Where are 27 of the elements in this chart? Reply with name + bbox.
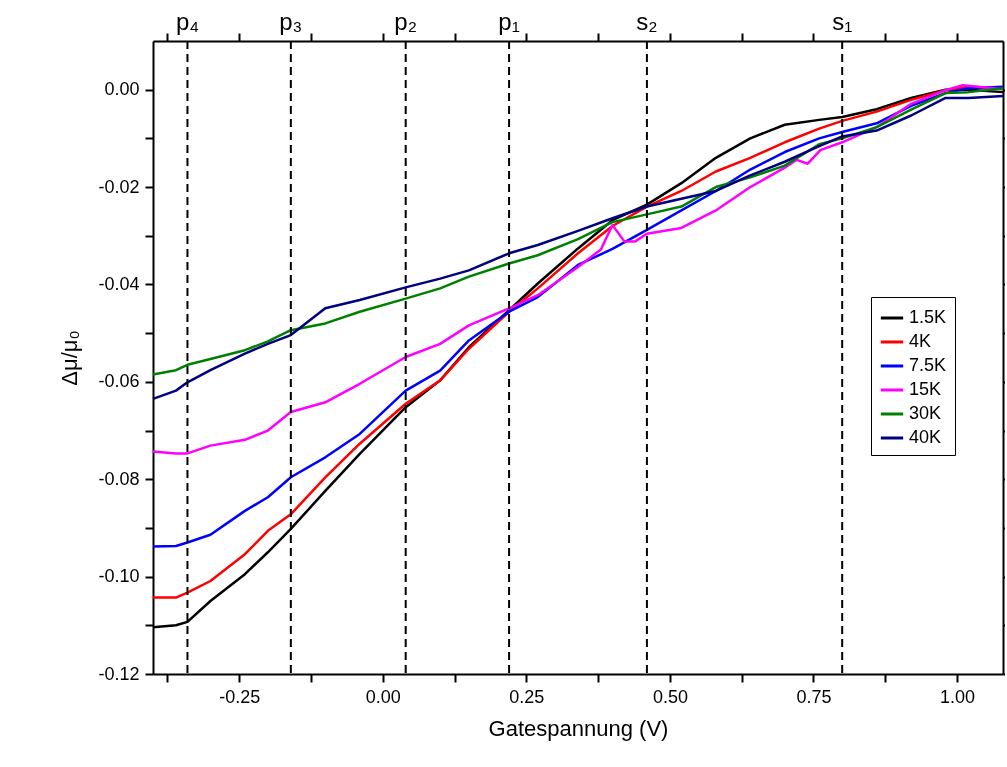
- x-tick-label: -0.25: [219, 686, 261, 707]
- legend-label: 1.5K: [909, 307, 947, 327]
- y-tick-label: -0.02: [98, 176, 140, 197]
- x-tick-label: 0.25: [509, 686, 545, 707]
- x-axis-title: Gatespannung (V): [488, 715, 669, 741]
- ref-line-label: s₂: [636, 8, 658, 35]
- legend-label: 4K: [909, 331, 932, 351]
- y-tick-label: -0.06: [98, 371, 140, 392]
- ref-line-label: p₄: [175, 8, 200, 35]
- y-axis-title: Δμ/μ₀: [57, 330, 83, 386]
- ref-line-label: s₁: [832, 8, 853, 35]
- x-tick-label: 1.00: [940, 686, 976, 707]
- legend-label: 40K: [909, 427, 942, 447]
- legend-label: 15K: [909, 379, 942, 399]
- ref-line-label: p₂: [394, 8, 418, 35]
- y-tick-label: -0.08: [98, 468, 140, 489]
- ref-line-label: p₁: [498, 8, 520, 35]
- x-tick-label: 0.50: [652, 686, 688, 707]
- legend-label: 7.5K: [909, 355, 947, 375]
- y-tick-label: -0.12: [98, 663, 140, 684]
- legend-label: 30K: [909, 403, 942, 423]
- y-tick-label: 0.00: [104, 79, 140, 100]
- y-tick-label: -0.10: [98, 566, 140, 587]
- y-tick-label: -0.04: [98, 273, 140, 294]
- x-tick-label: 0.00: [365, 686, 401, 707]
- x-tick-label: 0.75: [796, 686, 832, 707]
- ref-line-label: p₃: [279, 8, 303, 35]
